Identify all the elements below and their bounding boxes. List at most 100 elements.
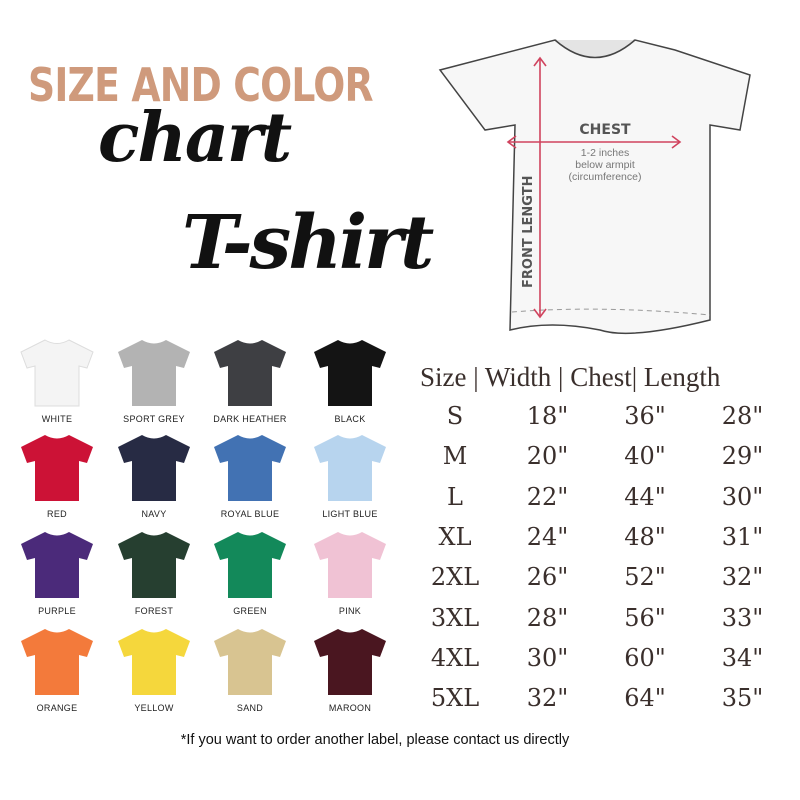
- color-name: PURPLE: [38, 606, 76, 616]
- color-name: ORANGE: [36, 703, 78, 713]
- size-row: XL 24" 48" 31": [410, 523, 790, 551]
- size-cell: 2XL: [430, 563, 480, 592]
- tshirt-icon: [214, 340, 286, 406]
- size-cell: S: [446, 402, 464, 430]
- size-cell: 56": [624, 603, 666, 632]
- color-name: SAND: [236, 703, 264, 713]
- size-cell: 32": [526, 684, 569, 713]
- color-swatch[interactable]: LIGHT BLUE: [310, 433, 390, 519]
- size-cell: 26": [526, 563, 569, 592]
- size-cell: M: [442, 442, 468, 471]
- tshirt-icon: [118, 435, 190, 501]
- color-name: RED: [47, 509, 67, 519]
- color-name: ROYAL BLUE: [220, 509, 280, 519]
- size-cell: 22": [526, 482, 569, 511]
- tshirt-icon: [214, 435, 286, 501]
- tshirt-icon: [20, 339, 94, 407]
- color-name: MAROON: [328, 703, 372, 713]
- size-row: L 22" 44" 30": [410, 483, 790, 511]
- size-cell: 28": [526, 603, 569, 632]
- tshirt-measurement-diagram: CHEST 1-2 inches below armpit (circumfer…: [438, 39, 751, 335]
- chest-note-2: below armpit: [575, 159, 635, 171]
- color-swatch[interactable]: YELLOW: [114, 627, 194, 713]
- size-table-header: Size | Width | Chest| Length: [420, 362, 721, 392]
- color-name: BLACK: [334, 414, 366, 424]
- size-cell: XL: [438, 522, 472, 551]
- size-cell: 24": [526, 522, 569, 551]
- size-cell: 28": [721, 402, 764, 430]
- size-cell: 4XL: [430, 643, 480, 672]
- color-name: YELLOW: [134, 703, 174, 713]
- measurement-arrows: [506, 56, 682, 319]
- size-cell: 48": [624, 522, 666, 551]
- color-name: GREEN: [233, 606, 267, 616]
- color-name: FOREST: [134, 606, 174, 616]
- title-size-and-color: SIZE AND COLOR: [28, 58, 374, 112]
- color-name: DARK HEATHER: [213, 414, 287, 424]
- title-tshirt: T-shirt: [182, 200, 434, 286]
- size-row: 5XL 32" 64" 35": [410, 684, 790, 712]
- chest-note-3: (circumference): [569, 171, 642, 183]
- size-cell: 64": [624, 684, 666, 713]
- size-cell: 29": [721, 442, 764, 471]
- color-name: PINK: [338, 606, 362, 616]
- color-name: NAVY: [141, 509, 167, 519]
- tshirt-icon: [21, 629, 93, 695]
- size-cell: 35": [721, 684, 764, 713]
- tshirt-icon: [118, 340, 190, 406]
- color-name: WHITE: [41, 414, 73, 424]
- color-name: LIGHT BLUE: [322, 509, 378, 519]
- tshirt-icon: [314, 340, 386, 406]
- color-swatch[interactable]: FOREST: [114, 530, 194, 616]
- color-swatch[interactable]: WHITE: [17, 338, 97, 424]
- size-cell: 33": [721, 603, 764, 632]
- tshirt-icon: [314, 532, 386, 598]
- color-swatch[interactable]: PURPLE: [17, 530, 97, 616]
- chest-label: CHEST: [579, 122, 631, 138]
- size-cell: 3XL: [430, 603, 480, 632]
- tshirt-icon: [314, 629, 386, 695]
- chest-note-1: 1-2 inches: [581, 147, 629, 159]
- size-cell: 44": [624, 482, 666, 511]
- color-swatch[interactable]: SPORT GREY: [114, 338, 194, 424]
- size-cell: 20": [526, 442, 569, 471]
- size-cell: 30": [526, 643, 569, 672]
- color-swatch[interactable]: NAVY: [114, 433, 194, 519]
- tshirt-icon: [314, 435, 386, 501]
- color-swatch[interactable]: RED: [17, 433, 97, 519]
- title-chart: chart: [98, 98, 292, 178]
- color-swatch[interactable]: SAND: [210, 627, 290, 713]
- color-swatch[interactable]: DARK HEATHER: [210, 338, 290, 424]
- tshirt-icon: [214, 629, 286, 695]
- size-cell: 34": [721, 643, 764, 672]
- tshirt-icon: [118, 629, 190, 695]
- size-cell: 32": [721, 563, 764, 592]
- tshirt-icon: [21, 435, 93, 501]
- size-cell: 52": [624, 563, 666, 592]
- size-cell: 18": [526, 402, 569, 430]
- size-cell: L: [447, 482, 463, 511]
- tshirt-icon: [21, 532, 93, 598]
- size-cell: 40": [624, 442, 666, 471]
- color-swatch[interactable]: MAROON: [310, 627, 390, 713]
- size-cell: 60": [624, 643, 666, 672]
- size-cell: 36": [624, 402, 666, 430]
- size-cell: 5XL: [430, 684, 480, 713]
- front-length-label: FRONT LENGTH: [521, 176, 536, 288]
- footer-note: *If you want to order another label, ple…: [180, 732, 570, 748]
- tshirt-icon: [118, 532, 190, 598]
- tshirt-icon: [214, 532, 286, 598]
- size-cell: 31": [721, 522, 764, 551]
- size-cell: 30": [721, 482, 764, 511]
- size-row: 2XL 26" 52" 32": [410, 563, 790, 591]
- color-swatch[interactable]: BLACK: [310, 338, 390, 424]
- color-name: SPORT GREY: [123, 414, 185, 424]
- size-row: 4XL 30" 60" 34": [410, 644, 790, 672]
- color-swatch[interactable]: ORANGE: [17, 627, 97, 713]
- size-row: S 18" 36" 28": [410, 402, 790, 430]
- color-swatch[interactable]: ROYAL BLUE: [210, 433, 290, 519]
- size-row: M 20" 40" 29": [410, 442, 790, 470]
- color-swatch[interactable]: GREEN: [210, 530, 290, 616]
- size-row: 3XL 28" 56" 33": [410, 604, 790, 632]
- color-swatch[interactable]: PINK: [310, 530, 390, 616]
